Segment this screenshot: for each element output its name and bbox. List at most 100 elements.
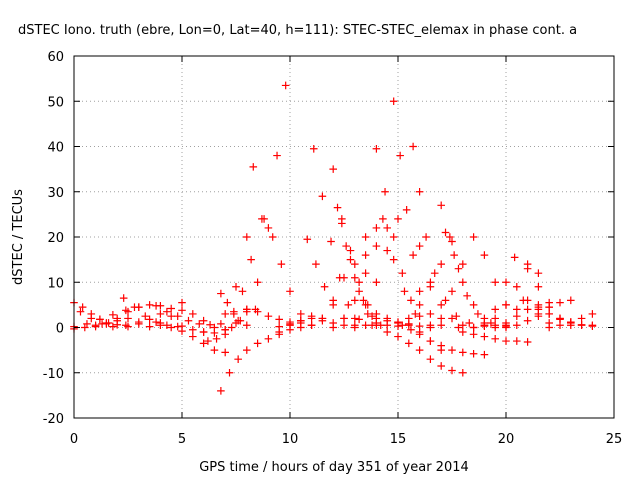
data-point <box>459 321 467 330</box>
data-point <box>437 362 445 370</box>
data-point <box>545 323 553 332</box>
data-point <box>448 366 456 375</box>
x-tick-label: 15 <box>390 432 407 447</box>
data-point <box>333 203 342 212</box>
data-point <box>588 322 597 330</box>
data-point <box>253 278 262 287</box>
data-point <box>513 321 521 330</box>
data-point <box>145 301 154 309</box>
data-point <box>363 310 372 318</box>
data-point <box>342 242 350 250</box>
series-group <box>297 251 370 332</box>
data-point <box>459 328 467 336</box>
data-point <box>415 301 424 309</box>
series-group <box>217 325 294 395</box>
data-point <box>141 312 150 320</box>
y-tick-label: 20 <box>47 231 64 246</box>
data-point <box>167 323 175 332</box>
data-point <box>351 296 359 305</box>
y-tick-label: -10 <box>43 367 64 382</box>
data-point <box>426 278 435 287</box>
data-point <box>411 310 420 318</box>
data-point <box>156 310 165 318</box>
data-point <box>534 269 543 277</box>
series-group <box>389 97 463 332</box>
data-point <box>430 269 439 277</box>
data-point <box>394 215 402 223</box>
data-point <box>513 305 521 314</box>
data-point <box>152 318 160 326</box>
data-point <box>437 301 445 309</box>
x-tick-labels: 0 5 10 15 20 25 <box>70 432 622 447</box>
data-point <box>340 273 348 282</box>
data-point <box>426 355 435 363</box>
data-point <box>405 321 413 330</box>
data-point <box>91 322 100 331</box>
data-point <box>448 287 456 296</box>
data-point <box>459 260 467 268</box>
data-point <box>340 321 348 330</box>
data-point <box>465 319 474 327</box>
series-group <box>119 294 182 331</box>
data-point <box>81 323 89 332</box>
data-point <box>253 307 262 316</box>
data-point <box>523 316 532 325</box>
data-point <box>130 303 139 311</box>
data-point <box>448 314 456 323</box>
data-point <box>523 296 532 305</box>
data-point <box>212 335 221 343</box>
data-point <box>372 242 381 250</box>
y-tick-label: 40 <box>47 141 64 156</box>
data-point <box>459 348 467 357</box>
data-point <box>446 233 454 241</box>
data-point <box>297 310 305 318</box>
data-point <box>329 165 337 173</box>
data-point <box>372 319 381 327</box>
series-group <box>361 215 420 318</box>
data-point <box>409 251 417 259</box>
data-point <box>383 314 391 323</box>
data-point <box>523 305 532 314</box>
data-point <box>135 320 143 328</box>
series-group <box>491 298 553 332</box>
data-point <box>474 310 482 318</box>
data-point <box>210 329 219 337</box>
data-point <box>167 304 175 313</box>
data-point <box>502 301 510 309</box>
y-tick-label: -20 <box>43 412 64 427</box>
data-point <box>361 301 370 309</box>
data-point <box>394 322 402 330</box>
data-point <box>297 316 305 325</box>
data-point <box>452 312 461 320</box>
data-point <box>396 151 404 160</box>
data-point <box>281 81 290 90</box>
data-point <box>217 320 225 328</box>
data-point <box>415 346 424 354</box>
data-point <box>346 246 355 255</box>
data-point <box>351 314 359 323</box>
series-group <box>534 305 597 330</box>
data-point <box>173 312 182 320</box>
data-point <box>102 320 111 328</box>
data-point <box>204 337 212 345</box>
data-point <box>437 201 445 210</box>
data-point <box>361 321 370 330</box>
data-point <box>534 282 543 291</box>
series-group <box>383 328 467 377</box>
data-point <box>454 323 463 332</box>
data-point <box>178 298 186 307</box>
data-point <box>407 325 415 334</box>
data-point <box>87 314 96 323</box>
x-tick-label: 0 <box>70 432 78 447</box>
data-point <box>556 321 564 330</box>
data-point <box>275 328 283 336</box>
data-point <box>415 312 424 320</box>
data-point <box>469 233 478 241</box>
data-point <box>178 322 186 330</box>
data-point <box>318 192 327 201</box>
data-point <box>178 306 186 315</box>
data-point <box>243 305 251 314</box>
data-point <box>221 348 229 357</box>
data-point <box>223 298 232 307</box>
